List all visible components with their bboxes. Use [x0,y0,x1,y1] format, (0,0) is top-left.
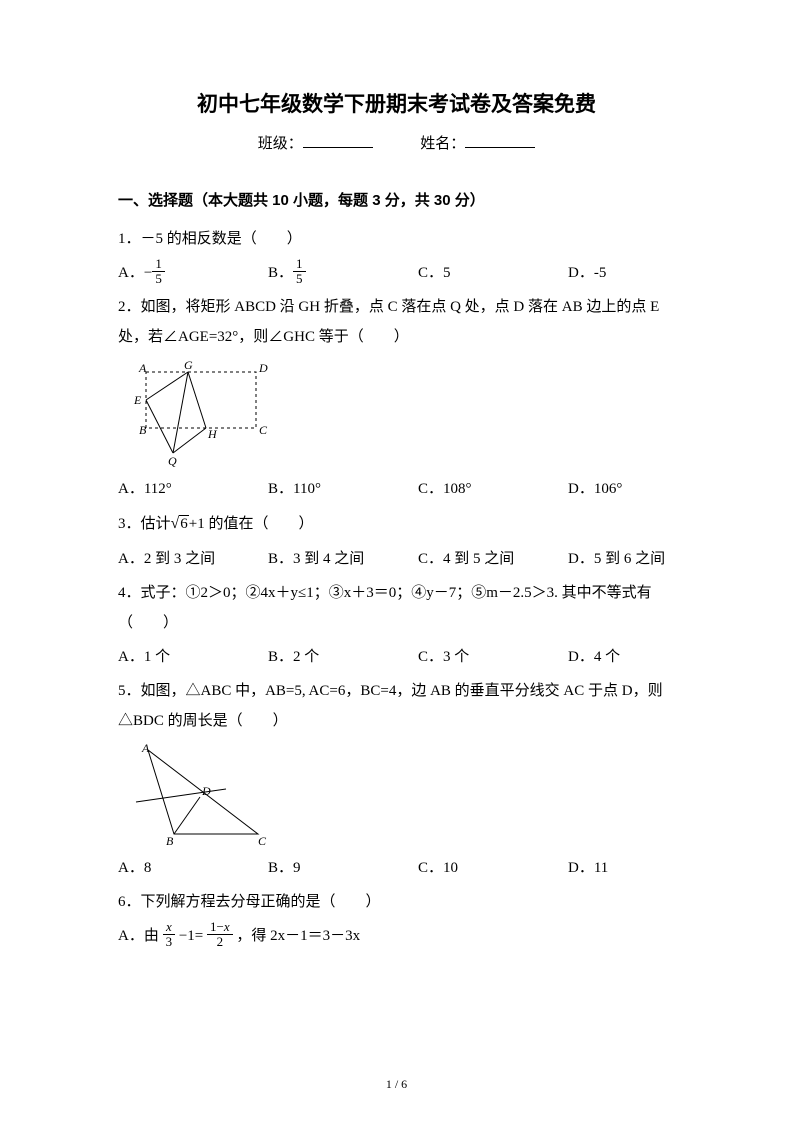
q5-figure: A B C D [128,742,675,847]
q1-opt-a: A．−15 [118,258,268,288]
name-field[interactable] [465,134,535,148]
student-info-row: 班级： 姓名： [118,132,675,153]
q6-frac1: x3 [163,920,176,950]
q3-opt-c: C．4 到 5 之间 [418,544,568,574]
svg-text:B: B [166,834,174,847]
q5-opt-d: D．11 [568,853,608,883]
svg-text:D: D [258,361,268,375]
q1-opt-d: D．-5 [568,258,606,288]
page-title: 初中七年级数学下册期末考试卷及答案免费 [118,88,675,118]
q1-a-frac: 15 [152,257,165,287]
q2-opt-d: D．106° [568,474,622,504]
frac-num: 1 [152,257,165,272]
q3-opt-d: D．5 到 6 之间 [568,544,665,574]
q4-opt-a: A．1 个 [118,642,268,672]
q4-text: 4．式子：①2＞0；②4x＋y≤1；③x＋3＝0；④y－7；⑤m－2.5＞3. … [118,578,675,638]
q3-radicand: 6 [179,515,189,532]
svg-text:A: A [138,361,147,375]
q1-b-prefix: B． [268,265,293,281]
q2-opt-a: A．112° [118,474,268,504]
q6-text: 6．下列解方程去分母正确的是（ ） [118,887,675,917]
q3-suffix: +1 的值在（ ） [189,516,314,532]
q3-opt-a: A．2 到 3 之间 [118,544,268,574]
frac-den: 2 [207,935,233,949]
q3-options: A．2 到 3 之间 B．3 到 4 之间 C．4 到 5 之间 D．5 到 6… [118,544,675,574]
q2-text: 2．如图，将矩形 ABCD 沿 GH 折叠，点 C 落在点 Q 处，点 D 落在… [118,292,675,352]
svg-text:E: E [133,393,142,407]
q1-a-neg: − [144,265,152,281]
q5-opt-a: A．8 [118,853,268,883]
page-footer: 1 / 6 [0,1077,793,1092]
svg-text:B: B [139,423,147,437]
svg-text:C: C [259,423,268,437]
frac-num: x [163,920,176,935]
q4-opt-b: B．2 个 [268,642,418,672]
q2-opt-c: C．108° [418,474,568,504]
class-label: 班级： [258,136,303,152]
frac-den: 3 [163,935,176,949]
q2-opt-b: B．110° [268,474,418,504]
q6-frac2: 1−x2 [207,920,233,950]
q1-b-frac: 15 [293,257,306,287]
q2-options: A．112° B．110° C．108° D．106° [118,474,675,504]
frac-num: 1−x [207,920,233,935]
q1-opt-c: C．5 [418,258,568,288]
q5-opt-c: C．10 [418,853,568,883]
svg-text:D: D [201,784,211,798]
svg-text:C: C [258,834,267,847]
q4-options: A．1 个 B．2 个 C．3 个 D．4 个 [118,642,675,672]
svg-text:G: G [184,358,193,372]
frac-den: 5 [152,272,165,286]
frac2-num-x: x [224,919,230,934]
q5-opt-b: B．9 [268,853,418,883]
q3-opt-b: B．3 到 4 之间 [268,544,418,574]
frac-num: 1 [293,257,306,272]
class-field[interactable] [303,134,373,148]
q1-a-prefix: A． [118,265,144,281]
svg-text:A: A [141,742,150,755]
frac2-num-prefix: 1− [210,919,224,934]
q4-opt-d: D．4 个 [568,642,620,672]
q3-prefix: 3．估计 [118,516,171,532]
q3-text: 3．估计 6+1 的值在（ ） [118,508,675,540]
sqrt-icon: 6 [171,508,189,540]
q5-text: 5．如图，△ABC 中，AB=5, AC=6，BC=4，边 AB 的垂直平分线交… [118,676,675,736]
q6-a-prefix: A．由 [118,928,159,944]
q4-opt-c: C．3 个 [418,642,568,672]
section-1-heading: 一、选择题（本大题共 10 小题，每题 3 分，共 30 分） [118,189,675,210]
q1-opt-b: B．15 [268,258,418,288]
q2-figure: A B C D G H E Q [128,358,675,468]
q6-a-suffix: ，得 2x－1＝3－3x [236,928,360,944]
q1-text: 1．－5 的相反数是（ ） [118,224,675,254]
svg-text:Q: Q [168,454,177,468]
q6-middle: −1= [179,928,203,944]
svg-text:H: H [207,427,218,441]
frac-num-x: x [166,919,172,934]
name-label: 姓名： [420,136,465,152]
q5-options: A．8 B．9 C．10 D．11 [118,853,675,883]
q1-options: A．−15 B．15 C．5 D．-5 [118,258,675,288]
frac-den: 5 [293,272,306,286]
q6-opt-a: A．由 x3 −1= 1−x2 ，得 2x－1＝3－3x [118,921,675,951]
